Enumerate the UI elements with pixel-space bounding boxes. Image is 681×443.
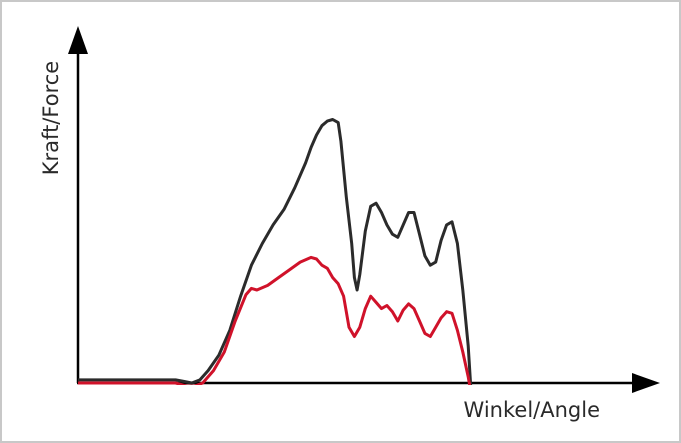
series-line-black [78, 118, 473, 385]
y-axis-label: Kraft/Force [39, 61, 63, 175]
x-axis-label: Winkel/Angle [464, 398, 600, 422]
y-axis-arrow [68, 26, 88, 54]
x-axis-arrow [632, 373, 660, 393]
series-line-red [78, 255, 472, 385]
